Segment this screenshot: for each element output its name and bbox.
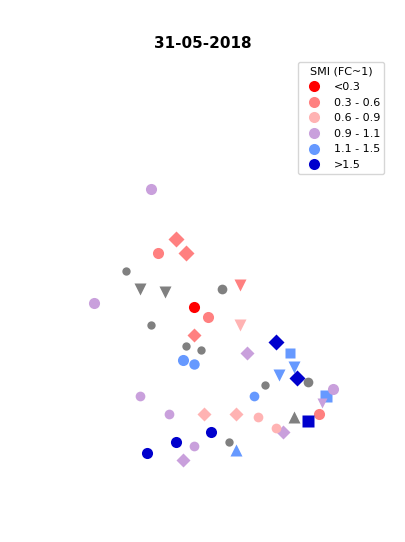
Legend: <0.3, 0.3 - 0.6, 0.6 - 0.9, 0.9 - 1.1, 1.1 - 1.5, >1.5: <0.3, 0.3 - 0.6, 0.6 - 0.9, 0.9 - 1.1, 1… <box>298 62 384 175</box>
Title: 31-05-2018: 31-05-2018 <box>153 36 252 51</box>
